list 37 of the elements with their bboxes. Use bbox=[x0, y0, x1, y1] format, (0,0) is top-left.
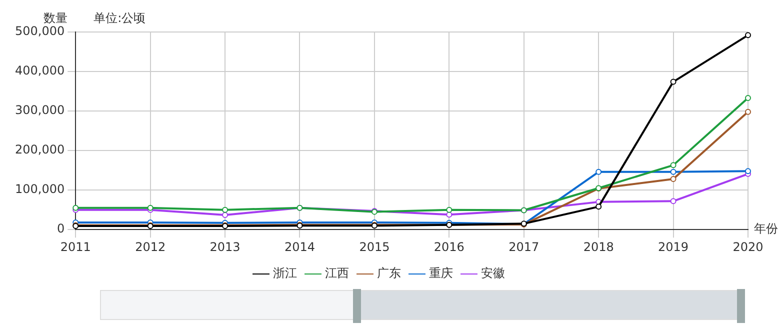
legend-label: 重庆 bbox=[429, 266, 453, 280]
y-tick-label: 0 bbox=[56, 222, 65, 236]
x-tick-label: 2011 bbox=[60, 240, 91, 254]
point bbox=[446, 206, 452, 213]
x-tick-label: 2020 bbox=[732, 240, 764, 254]
point bbox=[745, 168, 751, 174]
y-axis-title: 数量 bbox=[44, 11, 68, 26]
x-tick-label: 2019 bbox=[658, 240, 689, 254]
point bbox=[745, 32, 751, 38]
point bbox=[745, 108, 751, 115]
y-tick-label: 200,000 bbox=[15, 142, 65, 157]
legend-label: 安徽 bbox=[481, 266, 505, 280]
y-tick-label: 500,000 bbox=[15, 24, 65, 38]
point bbox=[670, 168, 676, 175]
point bbox=[596, 204, 602, 210]
text: 单位:公顷 bbox=[94, 11, 146, 26]
point bbox=[745, 95, 751, 101]
y-tick-label: 400,000 bbox=[15, 64, 65, 78]
x-tick-label: 2017 bbox=[508, 240, 540, 254]
legend-label: 江西 bbox=[325, 266, 349, 280]
point bbox=[670, 162, 676, 168]
point bbox=[596, 168, 602, 175]
legend-label: 广东 bbox=[377, 266, 401, 280]
x-tick-label: 2016 bbox=[434, 240, 464, 254]
y-tick-label: 100,000 bbox=[15, 182, 65, 196]
legend-label: 浙江 bbox=[273, 266, 297, 280]
x-tick-label: 2012 bbox=[135, 240, 166, 254]
point bbox=[670, 78, 676, 85]
x-tick-label: 2015 bbox=[359, 240, 390, 254]
point bbox=[670, 198, 676, 204]
x-tick-label: 2014 bbox=[284, 240, 316, 254]
point bbox=[670, 176, 676, 182]
x-tick-label: 2013 bbox=[210, 240, 240, 254]
y-tick-label: 300,000 bbox=[15, 103, 65, 118]
x-axis-title: 年份 bbox=[754, 222, 778, 236]
x-tick-label: 2018 bbox=[583, 240, 614, 254]
point bbox=[222, 206, 228, 213]
